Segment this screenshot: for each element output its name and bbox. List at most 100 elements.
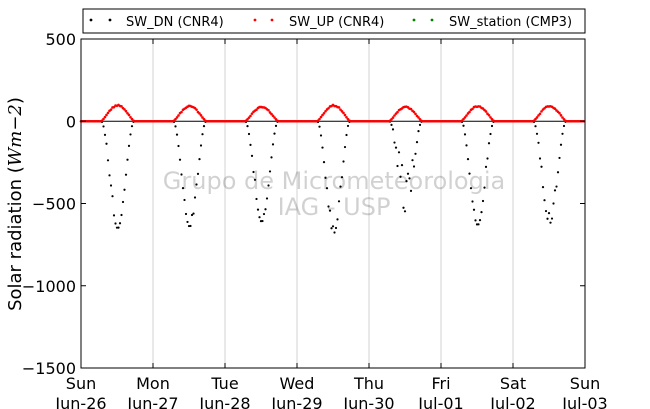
sw-dn-point	[465, 144, 468, 147]
sw-dn-point	[120, 213, 123, 217]
sw-dn-point	[391, 128, 395, 131]
sw-dn-point	[537, 141, 540, 144]
y-tick-label: −500	[32, 195, 76, 214]
sw-dn-point	[390, 123, 393, 126]
sw-up-point	[391, 116, 395, 119]
y-axis-label-close: )	[5, 97, 26, 104]
sw-up-point	[553, 107, 557, 110]
sw-dn-point	[124, 173, 128, 176]
x-tick-label-date: Jun-27	[126, 394, 178, 409]
sw-dn-point	[250, 154, 254, 157]
sw-dn-point	[408, 177, 411, 180]
legend: SW_DN (CNR4) SW_UP (CNR4) SW_station (CM…	[82, 8, 586, 34]
sw-up-point	[106, 111, 110, 115]
sw-dn-point	[130, 125, 134, 128]
sw-dn-point	[409, 189, 413, 192]
sw-dn-point	[478, 219, 482, 222]
sw-dn-point	[121, 200, 125, 204]
sw-dn-point	[258, 216, 261, 219]
y-tick-labels: 500 0 −500 −1000 −1500	[22, 30, 76, 378]
sw-up-point	[318, 117, 321, 121]
sw-dn-point	[336, 218, 339, 221]
sw-dn-point	[261, 219, 264, 223]
sw-dn-point	[337, 200, 341, 203]
sw-dn-point	[550, 217, 554, 220]
sw-dn-point	[193, 196, 197, 199]
sw-dn-point	[111, 195, 114, 198]
sw-up-point	[393, 114, 396, 117]
sw-dn-point	[175, 133, 179, 136]
sw-dn-point	[402, 206, 405, 209]
sw-dn-point	[253, 178, 257, 181]
sw-dn-point	[487, 142, 491, 145]
sw-dn-point	[399, 175, 402, 178]
legend-label-sw-up: SW_UP (CNR4)	[289, 15, 384, 30]
sw-dn-point	[400, 164, 404, 167]
sw-up-point	[126, 112, 129, 115]
y-tick-label: 0	[66, 112, 76, 131]
sw-dn-point	[396, 164, 399, 168]
sw-up-point	[102, 117, 105, 121]
sw-up-point	[180, 110, 183, 114]
sw-dn-point	[177, 144, 180, 148]
sw-dn-point	[174, 125, 177, 128]
sw-dn-point	[477, 223, 480, 226]
x-tick-label-weekday: Sat	[500, 374, 526, 393]
sw-up-point	[250, 112, 254, 115]
sw-dn-point	[108, 174, 111, 177]
sw-dn-point	[472, 208, 476, 211]
sw-dn-point	[481, 199, 485, 203]
sw-dn-point	[405, 180, 408, 183]
sw-up-point	[484, 110, 488, 113]
sw-up-point	[345, 115, 348, 119]
sw-dn-point	[549, 221, 552, 224]
sw-dn-point	[109, 184, 113, 187]
sw-dn-point	[180, 173, 183, 176]
sw-dn-point	[262, 212, 266, 216]
sw-dn-point	[556, 171, 560, 174]
sw-up-point	[409, 107, 413, 111]
sw-up-point	[199, 114, 203, 117]
sw-dn-point	[330, 227, 333, 230]
sw-dn-point	[123, 188, 126, 191]
x-tick-label-weekday: Sun	[66, 374, 96, 393]
sw-dn-point	[328, 209, 332, 212]
sw-dn-point	[265, 197, 269, 200]
sw-dn-point	[393, 141, 396, 144]
sw-up-point	[100, 119, 104, 122]
sw-up-point	[249, 114, 252, 118]
sw-dn-point	[102, 125, 105, 128]
sw-up-point	[201, 116, 204, 119]
sw-up-point	[561, 116, 564, 119]
sw-up-point	[489, 116, 492, 119]
y-axis-label: Solar radiation (Wm−2)	[5, 97, 26, 311]
sw-dn-point	[249, 143, 252, 146]
sw-dn-point	[469, 187, 473, 190]
x-tick-label-date: Jul-02	[489, 394, 535, 409]
sw-dn-point	[490, 124, 494, 128]
sw-dn-point	[333, 231, 336, 234]
x-tick-label-date: Jun-26	[54, 394, 106, 409]
sw-up-point	[255, 108, 258, 112]
sw-dn-point	[462, 124, 465, 127]
sw-dn-point	[553, 189, 557, 192]
sw-up-point	[103, 115, 107, 119]
sw-up-point	[109, 108, 113, 111]
legend-label-sw-dn: SW_DN (CNR4)	[126, 15, 224, 30]
sw-up-point	[270, 112, 273, 116]
sw-dn-point	[127, 144, 131, 147]
sw-up-point	[339, 108, 342, 111]
legend-entry-sw-station: SW_station (CMP3)	[412, 15, 572, 30]
sw-up-point	[129, 115, 132, 119]
x-tick-label-date: Jun-29	[270, 394, 322, 409]
sw-dn-point	[480, 211, 483, 214]
sw-up-point	[319, 115, 323, 119]
sw-dn-point	[331, 225, 335, 228]
sw-dn-point	[345, 133, 348, 137]
sw-dn-point	[543, 199, 546, 202]
sw-dn-point	[483, 186, 486, 189]
sw-dn-point	[412, 165, 416, 168]
watermark-line-1: Grupo de Micrometeorologia	[163, 167, 505, 195]
sw-dn-point	[397, 151, 401, 154]
sw-up-point	[123, 108, 126, 111]
